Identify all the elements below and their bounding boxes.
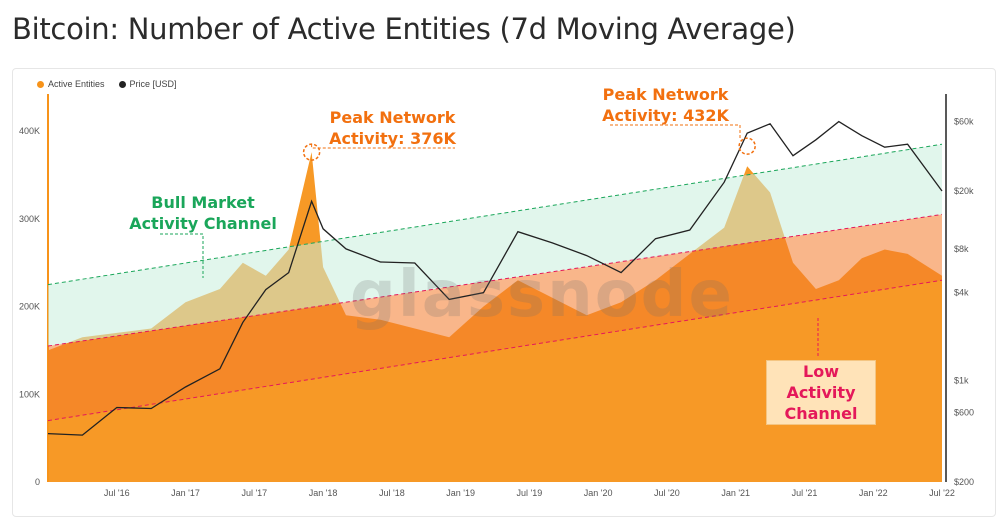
- y-left-tick-label: 100K: [19, 389, 40, 399]
- x-tick-label: Jul '21: [792, 488, 818, 498]
- peak-432k-leader: [610, 124, 741, 139]
- x-tick-label: Jan '21: [721, 488, 750, 498]
- peak-376k-leader: [311, 144, 455, 149]
- legend-item-entities[interactable]: Active Entities: [37, 79, 105, 89]
- watermark: glassnode: [350, 258, 734, 332]
- x-tick-label: Jan '17: [171, 488, 200, 498]
- x-tick-label: Jul '20: [654, 488, 680, 498]
- y-left-tick-label: 200K: [19, 302, 40, 312]
- peak-432k-annotation: Peak Network Activity: 432K: [602, 85, 729, 125]
- y-right-tick-label: $600: [954, 408, 974, 418]
- low-channel-upper-line: [47, 213, 943, 347]
- x-tick-label: Jan '19: [446, 488, 475, 498]
- bull-channel-leader: [160, 233, 204, 278]
- x-tick-label: Jul '19: [517, 488, 543, 498]
- y-left-tick-label: 400K: [19, 126, 40, 136]
- bull-market-annotation: Bull Market Activity Channel: [129, 193, 277, 233]
- price-line: [47, 120, 943, 436]
- low-activity-annotation: Low Activity Channel: [766, 360, 876, 425]
- low-channel-lower-line: [47, 279, 943, 422]
- peak-376k-annotation: Peak Network Activity: 376K: [329, 108, 456, 148]
- x-tick-label: Jan '18: [309, 488, 338, 498]
- y-right-tick-label: $20k: [954, 186, 974, 196]
- legend: Active Entities Price [USD]: [37, 79, 177, 89]
- y-right-tick-label: $4k: [954, 288, 969, 298]
- y-left-tick-label: 0: [35, 477, 40, 487]
- page-title: Bitcoin: Number of Active Entities (7d M…: [12, 12, 796, 46]
- y-right-tick-label: $8k: [954, 244, 969, 254]
- x-tick-label: Jul '16: [104, 488, 130, 498]
- peak-432k-marker: [738, 137, 756, 155]
- legend-dot-entities: [37, 80, 44, 88]
- legend-label-price: Price [USD]: [129, 79, 177, 89]
- x-tick-label: Jan '22: [859, 488, 888, 498]
- lower-channel-band: [48, 214, 942, 421]
- y-right-tick-label: $200: [954, 477, 974, 487]
- bull-channel-upper-line: [47, 143, 943, 286]
- y-left-tick-label: 300K: [19, 214, 40, 224]
- legend-label-entities: Active Entities: [48, 79, 105, 89]
- x-tick-label: Jan '20: [584, 488, 613, 498]
- y-right-tick-label: $60k: [954, 117, 974, 127]
- x-tick-label: Jul '17: [241, 488, 267, 498]
- legend-dot-price: [118, 80, 126, 88]
- legend-item-price[interactable]: Price [USD]: [118, 79, 177, 89]
- y-right-tick-label: $1k: [954, 375, 969, 385]
- x-tick-label: Jul '22: [929, 488, 955, 498]
- x-tick-label: Jul '18: [379, 488, 405, 498]
- bull-channel-band: [48, 144, 942, 347]
